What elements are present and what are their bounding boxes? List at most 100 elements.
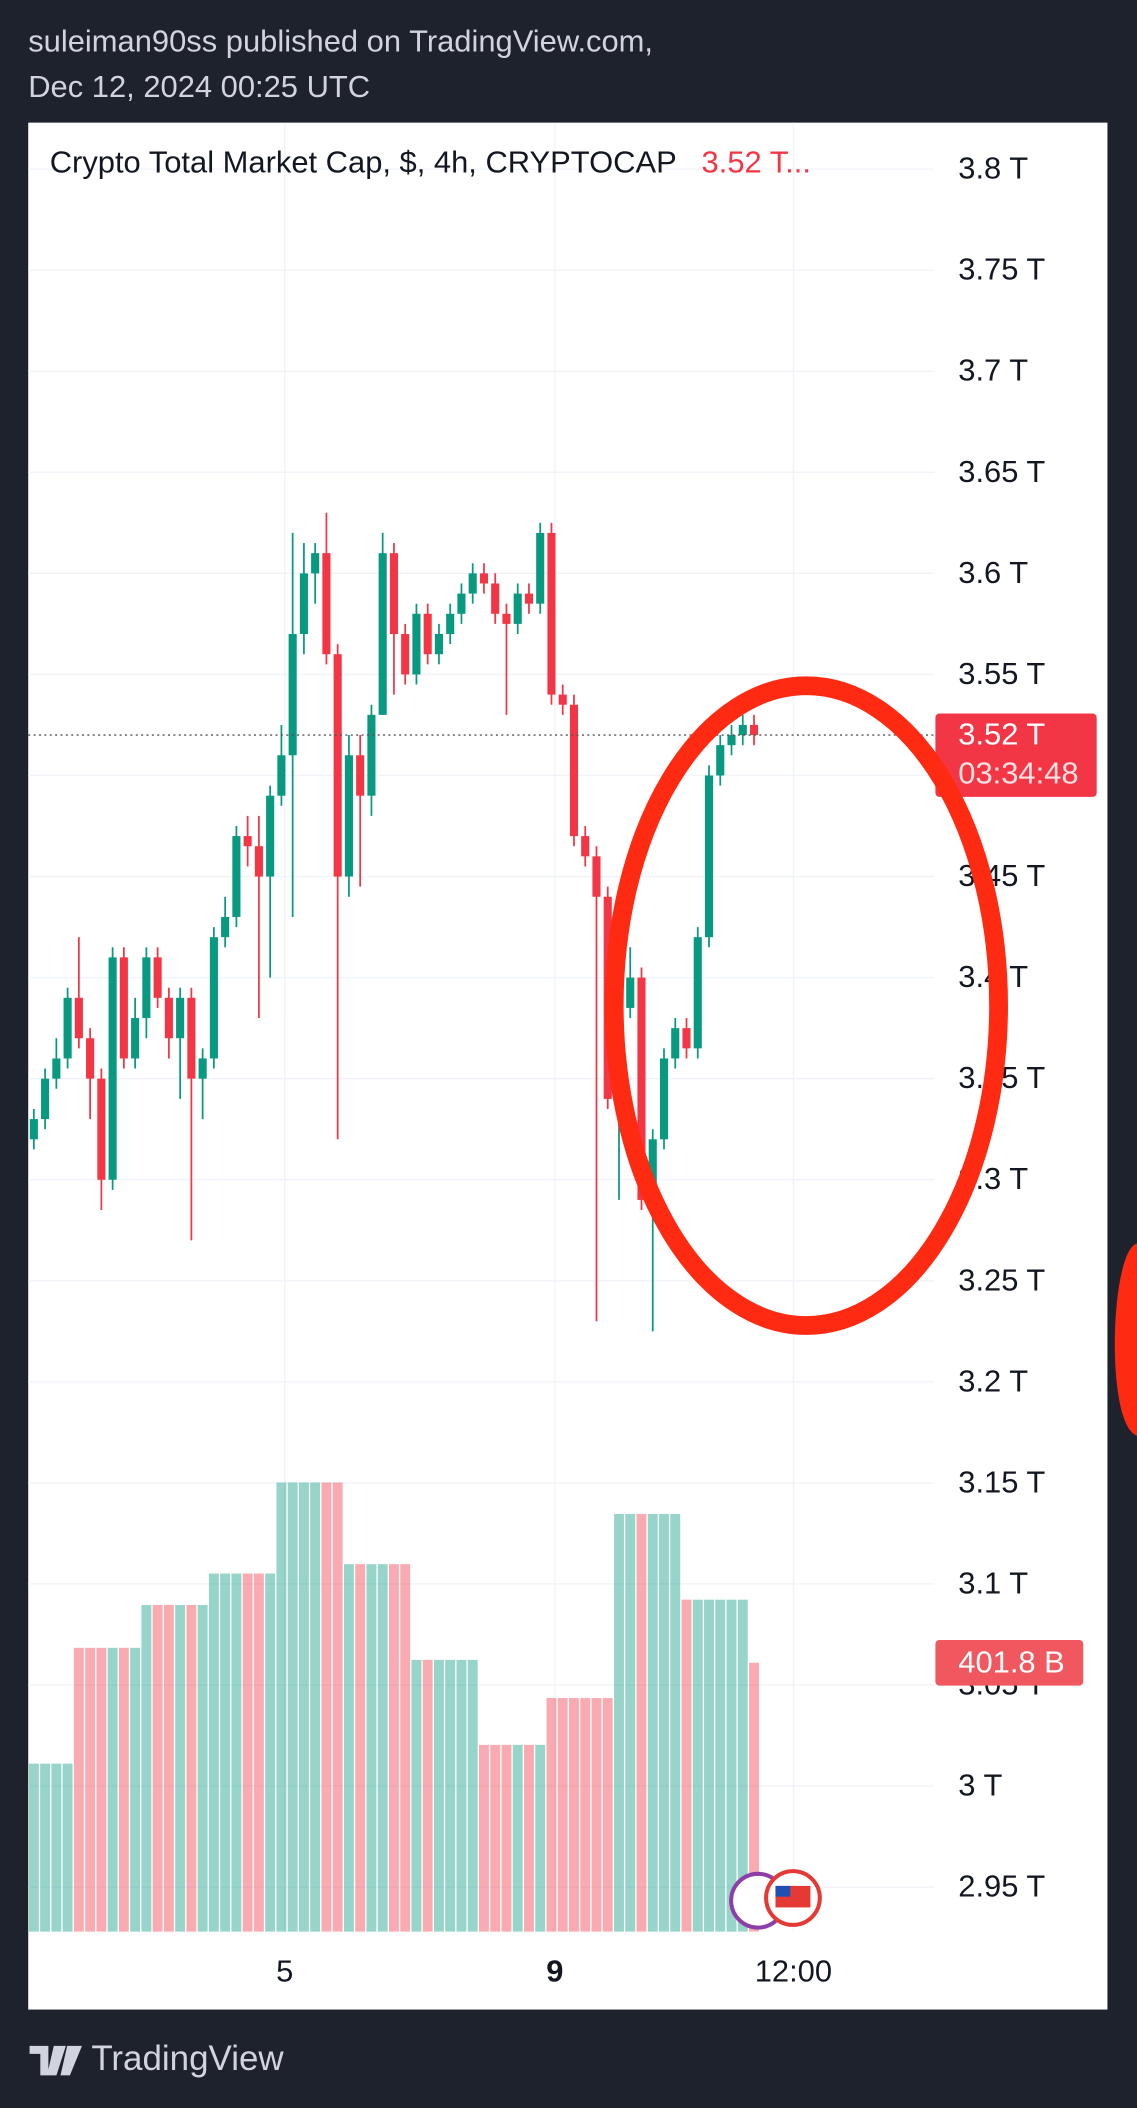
candle-body [513, 593, 522, 624]
candle-body [108, 957, 117, 1180]
y-tick-label: 3.7 T [958, 353, 1028, 388]
header-price: 3.52 T... [702, 144, 811, 179]
candle-body [153, 957, 162, 998]
candle-body [221, 916, 230, 938]
candle-body [389, 553, 398, 634]
y-tick-label: 3.1 T [958, 1565, 1028, 1600]
volume-bar [704, 1599, 714, 1932]
volume-layer [28, 1482, 759, 1932]
volume-bar [310, 1482, 321, 1932]
candle-body [626, 977, 635, 1008]
candle-body [479, 573, 489, 584]
candle-body [288, 633, 297, 756]
volume-bar [40, 1763, 51, 1932]
volume-bar [208, 1573, 219, 1932]
candle-body [344, 755, 353, 877]
candle-body [704, 775, 714, 938]
volume-bar [163, 1604, 174, 1932]
volume-bar [152, 1604, 163, 1932]
volume-bar [614, 1513, 624, 1932]
brand-name: TradingView [91, 2039, 284, 2078]
candle-body [648, 1139, 657, 1200]
volume-bar [546, 1698, 557, 1932]
y-tick-label: 3.8 T [958, 151, 1028, 186]
candle-body [401, 633, 410, 675]
axes-layer: 3.8 T3.75 T3.7 T3.65 T3.6 T3.55 T3.5 T3.… [28, 151, 1097, 1988]
volume-bar [569, 1698, 579, 1932]
candle-body [187, 997, 196, 1079]
volume-bar [467, 1659, 478, 1932]
y-tick-label: 3.65 T [958, 454, 1045, 489]
candle-body [502, 613, 511, 624]
candle-body [536, 532, 545, 604]
volume-bar [501, 1744, 512, 1932]
candle-body [299, 573, 308, 634]
volume-bar [422, 1659, 433, 1932]
volume-bar [524, 1744, 534, 1932]
candle-body [243, 836, 252, 847]
y-tick-label: 3.25 T [958, 1262, 1045, 1297]
volume-bar [681, 1599, 692, 1932]
volume-bar [726, 1599, 737, 1932]
candle-body [52, 1058, 61, 1079]
volume-bar [400, 1564, 411, 1932]
y-tick-label: 3.15 T [958, 1464, 1045, 1499]
candle-body [581, 836, 590, 857]
candle-body [333, 654, 342, 877]
candle-body [176, 997, 185, 1039]
candle-body [209, 937, 218, 1059]
candle-body [446, 613, 455, 634]
candle-body [356, 755, 365, 796]
candle-body [637, 977, 646, 1200]
volume-bar [636, 1513, 647, 1932]
candle-body [277, 755, 286, 796]
volume-bar [625, 1513, 636, 1932]
y-tick-label: 3.2 T [958, 1363, 1028, 1398]
volume-bar [512, 1744, 523, 1932]
volume-bar [265, 1573, 276, 1932]
volume-bar [107, 1647, 118, 1932]
volume-bar [445, 1659, 456, 1932]
y-tick-label: 3.55 T [958, 656, 1045, 691]
volume-bar [242, 1573, 253, 1932]
candle-body [423, 613, 432, 655]
volume-bar [73, 1647, 84, 1932]
volume-bar [670, 1513, 681, 1932]
y-tick-label: 2.95 T [958, 1869, 1045, 1904]
volume-bar [647, 1513, 658, 1932]
volume-badge [935, 1639, 1084, 1686]
candle-body [29, 1119, 38, 1140]
volume-bar [220, 1573, 231, 1932]
candle-body [569, 704, 579, 837]
candle-body [592, 856, 601, 897]
annotation-ellipse [604, 676, 1008, 1335]
candle-body [749, 724, 759, 736]
y-tick-label: 3 T [958, 1768, 1002, 1803]
x-tick-label: 12:00 [755, 1953, 832, 1988]
volume-bar [51, 1763, 62, 1932]
candle-body [119, 957, 128, 1059]
chart-title: Crypto Total Market Cap, $, 4h, CRYPTOCA… [50, 144, 677, 179]
candle-body [547, 532, 556, 695]
candle-body [311, 553, 320, 574]
annotation-edge [1114, 1243, 1137, 1436]
x-tick-label: 5 [276, 1953, 293, 1988]
flag-canton [775, 1885, 791, 1897]
volume-bar [433, 1659, 444, 1932]
candle-body [97, 1078, 106, 1180]
candle-body [41, 1078, 50, 1120]
volume-bar [118, 1647, 129, 1932]
volume-bar [715, 1599, 726, 1932]
volume-bar [377, 1564, 388, 1932]
candle-body [74, 997, 83, 1039]
candle-body [412, 613, 421, 675]
candle-body [254, 846, 263, 877]
volume-bar [276, 1482, 287, 1932]
volume-bar [141, 1604, 152, 1932]
grid [28, 122, 935, 1932]
volume-bar [231, 1573, 242, 1932]
volume-bar [298, 1482, 309, 1932]
candle-body [86, 1038, 95, 1079]
volume-bar [366, 1564, 377, 1932]
